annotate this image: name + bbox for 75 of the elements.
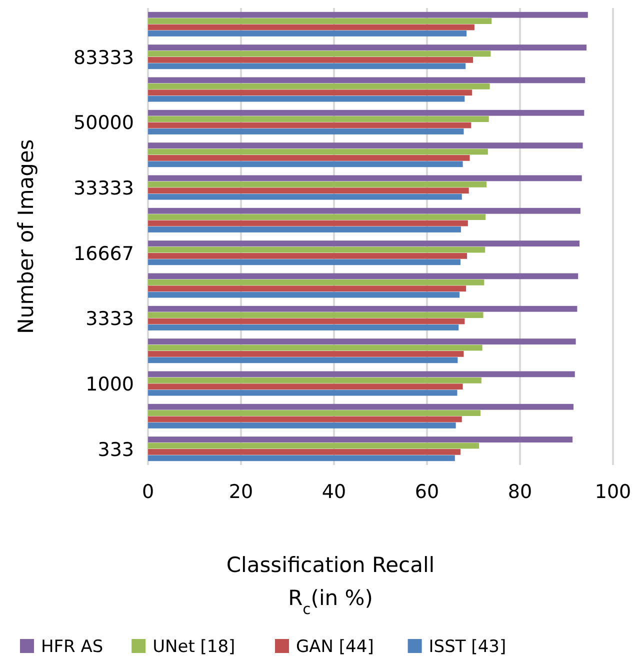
bar [148,83,490,90]
legend-label: UNet [18] [152,637,236,657]
bar [148,404,574,410]
x-tick-label: 100 [594,481,632,503]
y-tick-label: 16667 [74,242,134,265]
y-tick-label: 33333 [74,178,134,200]
bar [148,122,472,128]
bar [148,50,491,57]
bar [148,292,460,298]
y-axis-title: Number of Images [14,139,38,334]
bar [148,416,462,422]
y-tick-label: 333 [98,438,134,461]
x-tick-label: 80 [508,481,532,503]
bar [148,306,578,312]
bar [148,175,582,182]
bar [148,286,466,292]
y-tick-label: 3333 [86,308,134,330]
bar [148,56,474,63]
bar [148,12,588,18]
y-tick-label: 1000 [86,374,134,396]
bar [148,44,586,50]
legend-label: GAN [44] [296,637,374,657]
bar [148,96,465,102]
bar [148,63,466,70]
bar [148,448,460,455]
bar [148,324,459,330]
bar [148,312,484,318]
bar [148,208,580,214]
bar [148,246,486,253]
legend-label: ISST [43] [428,637,506,657]
bar [148,252,467,259]
bar [148,455,455,462]
bar [148,259,460,266]
bar [148,188,469,194]
bar [148,90,472,96]
bar [148,338,576,344]
bar [148,181,487,188]
bar [148,226,461,232]
bar [148,357,458,364]
bar [148,344,482,351]
bar [148,273,578,280]
y-tick-label: 83333 [74,46,134,69]
x-tick-label: 40 [322,481,346,503]
bar [148,410,480,416]
bar [148,377,482,384]
bar [148,220,468,226]
bar [148,214,486,220]
legend-label: HFR AS [41,637,104,657]
bar [148,30,467,36]
bar [148,161,463,168]
bar [148,279,484,286]
bar [148,318,465,324]
bar [148,390,458,396]
bar [148,422,456,428]
bar [148,18,492,24]
bar [148,116,489,122]
x-tick-label: 20 [228,481,254,503]
bar [148,24,474,30]
bar [148,110,584,116]
bar [148,142,583,148]
y-tick-label: 50000 [74,112,134,134]
bar [148,371,575,378]
bar [148,148,488,155]
bar [148,384,463,390]
bar [148,436,573,442]
bar [148,154,470,161]
bar [148,194,462,200]
x-axis-title: Classification Recall R$_{c}$(in %) [226,553,435,618]
bar [148,442,480,449]
bar [148,240,580,246]
bar [148,77,586,84]
bar [148,128,464,134]
x-tick-label: 60 [414,481,440,503]
bar [148,350,464,357]
x-tick-label: 0 [142,481,154,503]
